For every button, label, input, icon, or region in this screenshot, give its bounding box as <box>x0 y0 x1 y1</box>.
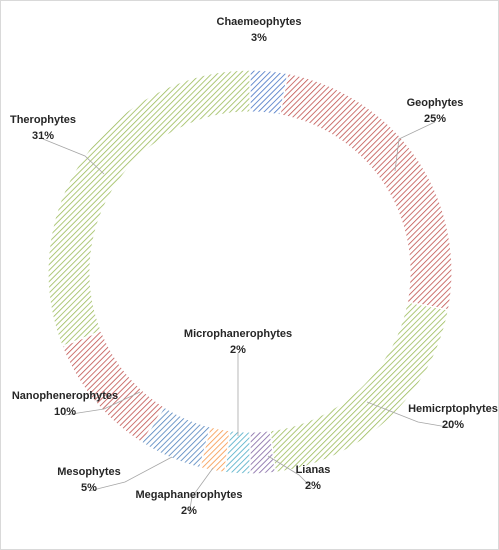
leader-line-geophytes <box>394 121 436 172</box>
leader-line-lianas <box>267 455 314 490</box>
slice-label-nanophenerophytes: Nanophenerophytes <box>12 390 118 402</box>
slice-hemicrptophytes <box>269 301 450 474</box>
slice-label-megaphanerophytes: Megaphanerophytes <box>136 489 243 501</box>
slice-label-therophytes: Therophytes <box>10 114 76 126</box>
slice-percent-hemicrptophytes: 20% <box>442 419 464 431</box>
leader-line-therophytes <box>42 138 105 175</box>
slice-therophytes <box>47 69 251 348</box>
leader-line-mesophytes <box>88 456 173 492</box>
leader-line-nanophenerophytes <box>64 391 141 416</box>
slice-percent-therophytes: 31% <box>32 130 54 142</box>
slice-percent-mesophytes: 5% <box>81 482 97 494</box>
slice-label-geophytes: Geophytes <box>407 97 464 109</box>
slice-label-lianas: Lianas <box>296 464 331 476</box>
slice-label-hemicrptophytes: Hemicrptophytes <box>408 403 498 415</box>
leader-line-megaphanerophytes <box>188 467 214 515</box>
slice-percent-lianas: 2% <box>305 480 321 492</box>
slice-geophytes <box>279 72 453 311</box>
slice-percent-chaemeophytes: 3% <box>251 32 267 44</box>
slice-percent-nanophenerophytes: 10% <box>54 406 76 418</box>
slice-label-microphanerophytes: Microphanerophytes <box>184 328 292 340</box>
slice-percent-geophytes: 25% <box>424 113 446 125</box>
slice-percent-microphanerophytes: 2% <box>230 344 246 356</box>
slice-label-mesophytes: Mesophytes <box>57 466 121 478</box>
slice-percent-megaphanerophytes: 2% <box>181 505 197 517</box>
slice-label-chaemeophytes: Chaemeophytes <box>217 16 302 28</box>
slice-nanophenerophytes <box>61 330 166 444</box>
leader-line-hemicrptophytes <box>366 401 454 429</box>
